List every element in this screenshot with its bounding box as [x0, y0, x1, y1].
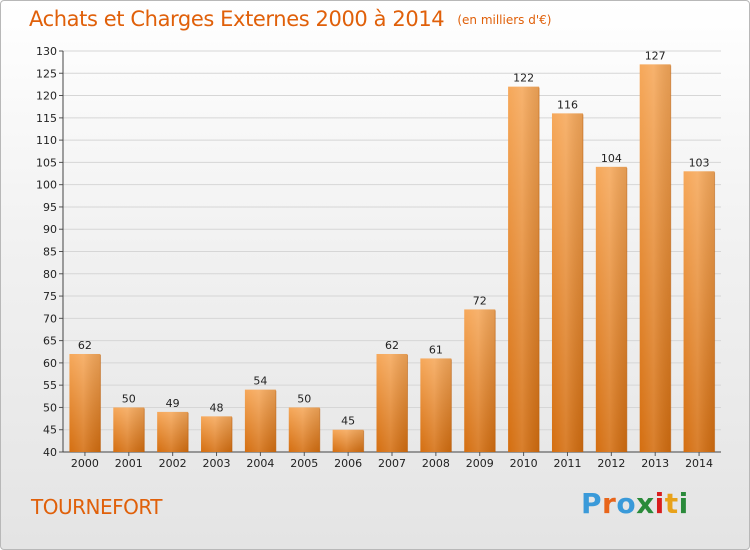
bar-shine — [113, 407, 145, 452]
x-tick-label: 2014 — [685, 457, 713, 470]
value-label: 62 — [385, 339, 399, 352]
place-name: TOURNEFORT — [31, 495, 163, 519]
x-tick-label: 2007 — [378, 457, 406, 470]
value-label: 50 — [122, 392, 136, 405]
y-tick-label: 105 — [36, 156, 57, 169]
x-tick-label: 2000 — [71, 457, 99, 470]
x-tick-label: 2001 — [115, 457, 143, 470]
brand-letter: i — [654, 487, 665, 520]
y-tick-label: 65 — [43, 335, 57, 348]
y-tick-label: 90 — [43, 223, 57, 236]
value-label: 122 — [513, 72, 534, 85]
value-label: 116 — [557, 98, 578, 111]
x-tick-label: 2008 — [422, 457, 450, 470]
bar-shine — [508, 86, 540, 453]
bar-shine — [683, 171, 715, 453]
x-tick-label: 2013 — [641, 457, 669, 470]
chart-title: Achats et Charges Externes 2000 à 2014 — [29, 7, 445, 31]
bar-shine — [69, 353, 101, 452]
brand-letter: i — [678, 487, 689, 520]
y-tick-label: 130 — [36, 45, 57, 58]
y-tick-label: 100 — [36, 179, 57, 192]
y-tick-label: 75 — [43, 290, 57, 303]
bar-shine — [288, 407, 320, 452]
y-tick-label: 110 — [36, 134, 57, 147]
y-tick-label: 85 — [43, 246, 57, 259]
brand-letter: P — [581, 487, 603, 520]
bar-shine — [551, 113, 583, 452]
x-tick-label: 2004 — [246, 457, 274, 470]
x-tick-label: 2011 — [553, 457, 581, 470]
bar-shine — [376, 353, 408, 452]
y-tick-label: 45 — [43, 424, 57, 437]
y-tick-label: 55 — [43, 379, 57, 392]
axis-layer: 40 45 50 55 60 65 70 75 80 85 90 95 100 105 110 115 120 1… — [36, 45, 721, 470]
x-tick-label: 2003 — [203, 457, 231, 470]
y-tick-label: 70 — [43, 312, 57, 325]
label-layer: 62 50 49 48 54 50 45 62 61 72 122 116 104 127 103 — [78, 49, 710, 427]
brand-letter: o — [616, 487, 637, 520]
y-tick-label: 80 — [43, 268, 57, 281]
y-tick-label: 60 — [43, 357, 57, 370]
value-label: 49 — [166, 397, 180, 410]
bar-shine — [157, 411, 189, 452]
y-tick-label: 40 — [43, 446, 57, 459]
bar-layer — [69, 64, 716, 453]
y-tick-label: 125 — [36, 67, 57, 80]
x-tick-label: 2010 — [510, 457, 538, 470]
y-tick-label: 120 — [36, 90, 57, 103]
x-tick-label: 2009 — [466, 457, 494, 470]
y-tick-label: 115 — [36, 112, 57, 125]
x-tick-label: 2002 — [159, 457, 187, 470]
chart-unit: (en milliers d'€) — [457, 13, 552, 27]
x-tick-label: 2005 — [290, 457, 318, 470]
value-label: 48 — [210, 401, 224, 414]
y-tick-label: 95 — [43, 201, 57, 214]
bar-shine — [332, 429, 364, 452]
bar-shine — [464, 309, 496, 452]
value-label: 61 — [429, 343, 443, 356]
brand-letter: t — [664, 487, 679, 520]
bar-shine — [639, 64, 671, 452]
value-label: 72 — [473, 294, 487, 307]
bar-shine — [201, 416, 233, 452]
value-label: 127 — [645, 49, 666, 62]
value-label: 45 — [341, 415, 355, 428]
brand-logo: Proxiti — [581, 487, 689, 520]
y-tick-label: 50 — [43, 401, 57, 414]
brand-letter: x — [636, 487, 655, 520]
brand-letter: r — [602, 487, 617, 520]
bar-shine — [244, 389, 276, 452]
value-label: 50 — [297, 392, 311, 405]
x-tick-label: 2006 — [334, 457, 362, 470]
value-label: 104 — [601, 152, 622, 165]
x-tick-label: 2012 — [597, 457, 625, 470]
value-label: 54 — [253, 375, 267, 388]
chart-title-row: Achats et Charges Externes 2000 à 2014 (… — [29, 7, 551, 31]
value-label: 62 — [78, 339, 92, 352]
bar-shine — [420, 358, 452, 452]
value-label: 103 — [689, 156, 710, 169]
bar-shine — [595, 166, 627, 452]
